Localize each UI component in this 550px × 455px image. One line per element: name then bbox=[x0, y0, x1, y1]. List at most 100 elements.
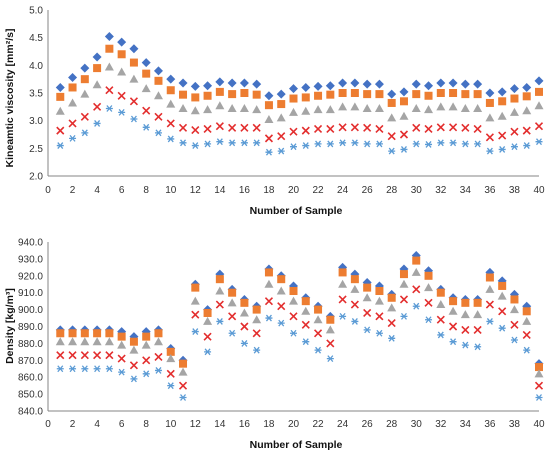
viscosity-series-1-point bbox=[153, 66, 163, 76]
density-series-1-point bbox=[424, 266, 434, 276]
density-series-4-point bbox=[277, 302, 286, 311]
density-series-3-point bbox=[80, 337, 90, 346]
density-chart: 840.0 850.0 860.0 870.0 880.0 890.0 900.0 910.0… bbox=[4, 238, 545, 452]
viscosity-x-tick-label: 4 bbox=[94, 185, 100, 196]
viscosity-series-5-point bbox=[253, 139, 261, 147]
density-y-axis-title: Density [kg/m³] bbox=[4, 288, 16, 364]
density-series-4-point bbox=[215, 300, 224, 309]
viscosity-series-5-point bbox=[437, 139, 445, 147]
density-series-4-point bbox=[203, 332, 212, 341]
density-x-tick-label: 12 bbox=[190, 419, 202, 430]
density-series-4-point bbox=[350, 300, 359, 309]
viscosity-x-tick-label: 8 bbox=[143, 185, 149, 196]
density-series-4-point bbox=[228, 312, 237, 321]
density-series-5-point bbox=[277, 319, 285, 327]
density-series-3-point bbox=[264, 279, 274, 288]
viscosity-series-4-point bbox=[105, 86, 114, 95]
viscosity-series-5-point bbox=[375, 140, 383, 148]
density-series-5-point bbox=[339, 312, 347, 320]
viscosity-series-4-point bbox=[56, 126, 65, 135]
density-series-3-point bbox=[473, 310, 483, 319]
density-series-5-point bbox=[388, 334, 396, 342]
viscosity-x-tick-label: 24 bbox=[337, 185, 349, 196]
density-series-4-point bbox=[424, 298, 433, 307]
viscosity-series-3-point bbox=[313, 105, 323, 114]
density-y-tick-label: 910.0 bbox=[18, 288, 43, 299]
viscosity-series-3-point bbox=[325, 105, 335, 114]
viscosity-series-1-point bbox=[264, 91, 274, 101]
viscosity-series-3-point bbox=[497, 111, 507, 120]
density-x-tick-label: 22 bbox=[312, 419, 324, 430]
viscosity-series-4-point bbox=[228, 123, 237, 132]
viscosity-series-2-point bbox=[510, 94, 519, 103]
viscosity-series-3-point bbox=[178, 103, 188, 112]
viscosity-series-1-point bbox=[411, 79, 421, 89]
viscosity-series-4-point bbox=[289, 127, 298, 136]
viscosity-series-2-point bbox=[215, 87, 224, 96]
density-series-2-point bbox=[461, 298, 470, 307]
density-series-5-point bbox=[425, 316, 433, 324]
density-series-2-point bbox=[326, 315, 335, 324]
density-series-4-point bbox=[387, 319, 396, 328]
viscosity-series-5-point bbox=[302, 142, 310, 149]
density-series-5-point bbox=[314, 346, 322, 354]
viscosity-series-2-point bbox=[142, 69, 151, 78]
viscosity-series-4-point bbox=[473, 124, 482, 134]
density-y-tick-label: 930.0 bbox=[18, 254, 43, 265]
viscosity-x-tick-label: 12 bbox=[190, 185, 202, 196]
viscosity-series-2-point bbox=[179, 90, 188, 99]
viscosity-series-5-point bbox=[474, 140, 482, 148]
viscosity-series-5-point bbox=[265, 148, 273, 156]
density-series-2-point bbox=[449, 297, 458, 306]
density-series-2-point bbox=[179, 359, 188, 368]
density-series-5-point bbox=[240, 339, 248, 347]
viscosity-series-5-point bbox=[449, 139, 457, 147]
viscosity-series-2-point bbox=[289, 94, 298, 103]
density-series-3-point bbox=[338, 279, 348, 288]
viscosity-series-4-point bbox=[264, 134, 274, 143]
density-plot-area: 840.0 850.0 860.0 870.0 880.0 890.0 900.0 910.0… bbox=[18, 238, 545, 431]
density-series-3-point bbox=[215, 286, 225, 295]
viscosity-series-2-point bbox=[498, 97, 507, 106]
viscosity-series-4-point bbox=[129, 97, 138, 106]
density-series-2-point bbox=[203, 308, 212, 317]
density-series-3-point bbox=[313, 315, 323, 324]
viscosity-series-3-point bbox=[104, 62, 114, 71]
density-series-2-point bbox=[240, 298, 249, 307]
viscosity-series-1-point bbox=[509, 84, 519, 94]
density-series-3-point bbox=[227, 298, 237, 307]
density-series-3-point bbox=[522, 316, 532, 325]
density-series-5-point bbox=[474, 343, 482, 351]
density-series-2-point bbox=[68, 329, 77, 338]
viscosity-series-3-point bbox=[509, 107, 519, 116]
viscosity-series-5-point bbox=[118, 108, 126, 116]
density-x-tick-label: 2 bbox=[70, 419, 76, 430]
viscosity-series-5-point bbox=[154, 129, 162, 137]
density-series-3-point bbox=[325, 325, 335, 334]
density-series-2-point bbox=[228, 288, 237, 297]
viscosity-x-tick-label: 38 bbox=[509, 185, 521, 196]
viscosity-series-2-point bbox=[240, 89, 249, 97]
density-series-5-point bbox=[130, 375, 138, 383]
viscosity-series-4-point bbox=[436, 123, 445, 132]
density-series-2-point bbox=[215, 275, 224, 284]
density-series-4-point bbox=[436, 315, 445, 324]
viscosity-series-5-point bbox=[351, 139, 359, 147]
density-series-4-point bbox=[375, 312, 384, 321]
density-series-4-point bbox=[510, 320, 519, 329]
density-x-tick-label: 0 bbox=[45, 419, 51, 430]
density-series-2-point bbox=[387, 293, 396, 302]
viscosity-series-1-point bbox=[522, 82, 532, 92]
viscosity-series-2-point bbox=[252, 90, 261, 99]
viscosity-y-tick-label: 4.5 bbox=[29, 33, 43, 44]
viscosity-series-4-point bbox=[350, 123, 359, 132]
density-series-3-point bbox=[411, 267, 421, 276]
density-series-4-point bbox=[338, 295, 347, 304]
viscosity-series-2-point bbox=[80, 75, 89, 84]
viscosity-series-3-point bbox=[424, 105, 434, 114]
density-series-2-point bbox=[535, 363, 543, 372]
density-y-tick-label: 870.0 bbox=[18, 356, 43, 367]
density-y-tick-label: 920.0 bbox=[18, 271, 43, 282]
density-series-4-point bbox=[313, 329, 323, 338]
density-series-5-point bbox=[56, 365, 64, 373]
